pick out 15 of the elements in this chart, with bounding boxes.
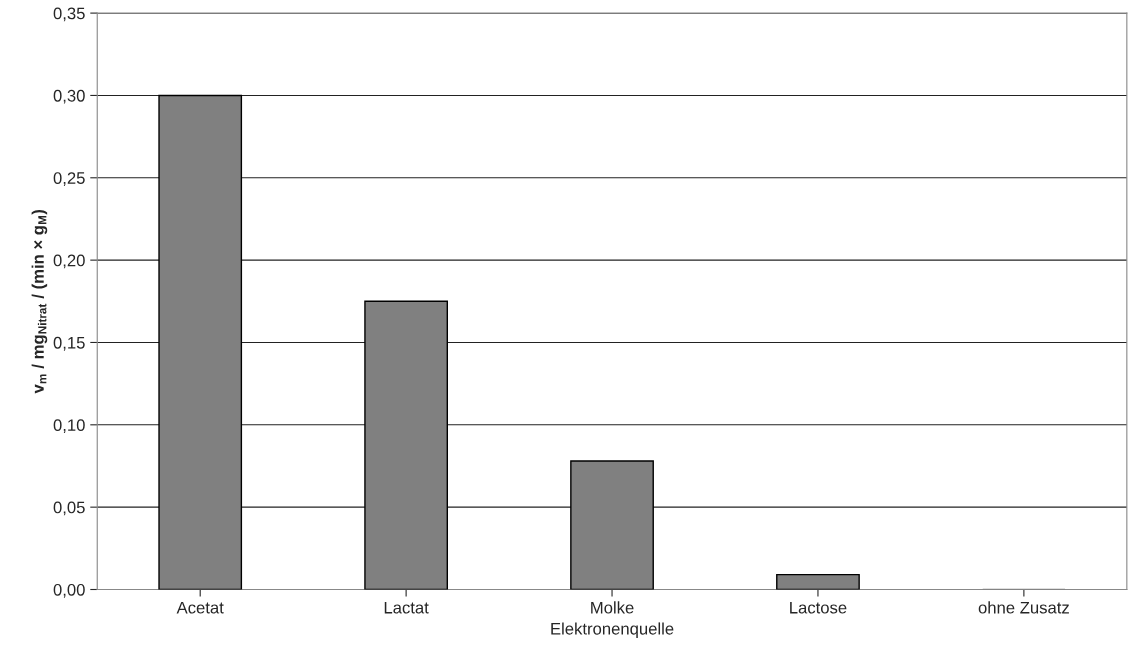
x-tick-label: Acetat bbox=[176, 601, 224, 614]
y-tick-label: 0,35 bbox=[53, 7, 85, 22]
x-tick-label: ohne Zusatz bbox=[978, 601, 1069, 614]
y-tick-label: 0,05 bbox=[53, 501, 85, 516]
y-tick-label: 0,20 bbox=[53, 254, 85, 269]
y-tick-label: 0,25 bbox=[53, 172, 85, 186]
y-tick-label: 0,30 bbox=[53, 89, 85, 104]
x-tick-label: Molke bbox=[591, 601, 634, 614]
y-tick-label: 0,00 bbox=[53, 583, 85, 598]
x-tick-label: Lactose bbox=[790, 601, 847, 614]
x-tick-label: Lactat bbox=[384, 601, 429, 614]
y-axis-title: v$_{m}$ / mg$_{Nitrat}$ / (min × g$_{M}$) bbox=[31, 210, 48, 394]
y-tick-label: 0,10 bbox=[53, 419, 85, 433]
x-axis-title: Elektronenquelle bbox=[551, 622, 674, 638]
y-tick-label: 0,15 bbox=[53, 336, 85, 351]
